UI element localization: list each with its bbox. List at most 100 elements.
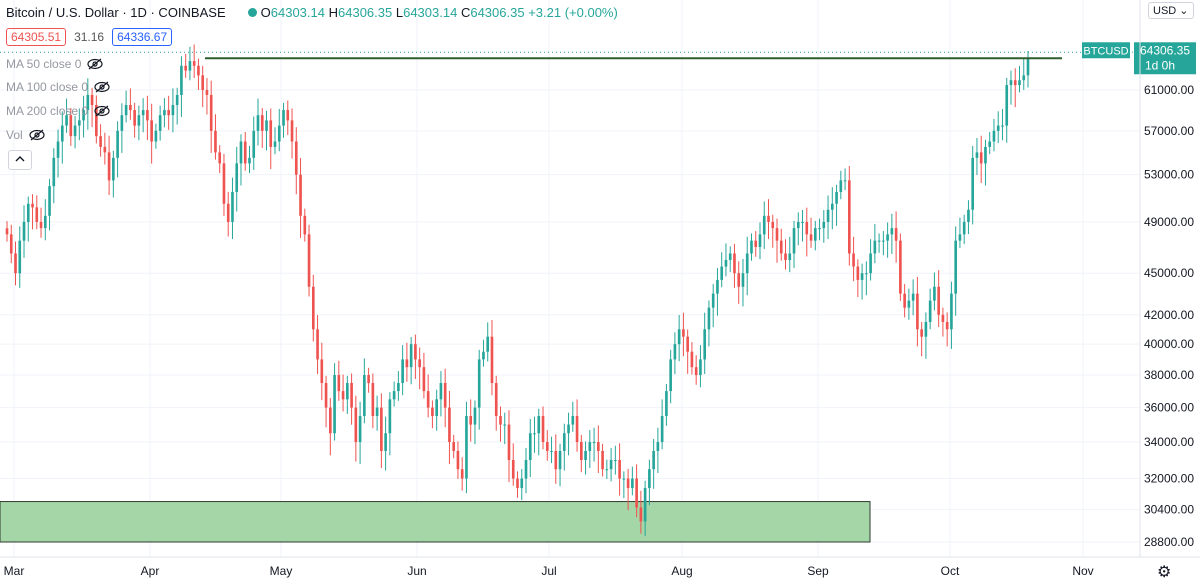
candle-body [380, 407, 383, 451]
candle-body [456, 450, 460, 470]
candle-body [945, 321, 949, 330]
y-tick-label: 42000.00 [1144, 308, 1194, 322]
candle-body [920, 329, 923, 337]
candle-body [941, 314, 945, 322]
candle-body [188, 61, 192, 71]
candle-body [73, 125, 77, 137]
x-tick-label: May [270, 564, 293, 578]
candle-body [554, 450, 558, 470]
chevron-up-icon [15, 156, 25, 162]
candle-body [711, 293, 715, 308]
candle-body [473, 407, 477, 425]
candle-body [5, 228, 9, 235]
candle-body [418, 359, 421, 368]
candle-body [614, 460, 617, 462]
candle-body [397, 383, 400, 392]
indicator-label: MA 100 close 0 [6, 80, 89, 94]
sell-price[interactable]: 64305.51 [6, 28, 67, 46]
candle-body [767, 215, 770, 222]
candle-body [643, 488, 647, 522]
candle-body [996, 125, 1000, 131]
buy-price[interactable]: 64336.67 [112, 28, 173, 46]
candle-body [248, 157, 251, 164]
candle-body [26, 203, 30, 222]
hidden-eye-icon[interactable] [29, 129, 45, 141]
candle-body [9, 234, 13, 254]
candle-body [235, 163, 239, 192]
indicator-ma200[interactable]: MA 200 close 0 [6, 104, 110, 118]
candle-body [720, 266, 724, 280]
candle-body [860, 273, 864, 280]
candle-body [524, 460, 528, 479]
indicator-volume[interactable]: Vol [6, 128, 45, 142]
candle-body [435, 399, 438, 417]
candle-body [533, 433, 536, 435]
change-value: +3.21 (+0.00%) [528, 4, 618, 20]
candle-body [584, 450, 587, 461]
hidden-eye-icon[interactable] [87, 58, 103, 70]
candle-body [1005, 85, 1009, 126]
candle-body [316, 329, 319, 360]
collapse-legend-button[interactable] [8, 150, 32, 170]
candle-body [686, 336, 689, 352]
symbol-badge[interactable] [1082, 42, 1130, 59]
y-tick-label: 34000.00 [1144, 435, 1194, 449]
hidden-eye-icon[interactable] [94, 105, 110, 117]
indicator-ma100[interactable]: MA 100 close 0 [6, 80, 110, 94]
candle-body [333, 375, 336, 434]
candle-body [588, 442, 592, 451]
candle-body [282, 110, 285, 126]
gear-icon[interactable]: ⚙ [1157, 564, 1172, 581]
high-value: 64306.35 [338, 4, 393, 20]
candle-body [703, 329, 707, 360]
candle-body [192, 61, 196, 66]
x-tick-label: Aug [671, 564, 692, 578]
candle-body [511, 460, 515, 479]
candle-body [243, 141, 247, 164]
candle-body [209, 94, 213, 131]
symbol-title[interactable]: Bitcoin / U.S. Dollar · 1D · COINBASE [6, 4, 226, 20]
hidden-eye-icon[interactable] [94, 81, 110, 93]
candle-body [294, 141, 298, 175]
candle-body [660, 416, 664, 443]
candle-body [256, 115, 260, 131]
candle-body [882, 240, 885, 242]
y-tick-label: 49000.00 [1144, 215, 1194, 229]
candle-body [99, 136, 102, 147]
candle-body [303, 215, 307, 235]
candle-body [392, 391, 396, 400]
y-tick-label: 57000.00 [1144, 124, 1194, 138]
candle-body [465, 416, 468, 479]
chevron-down-icon: ⌄ [1179, 5, 1189, 17]
candle-body [346, 383, 349, 400]
price-badge[interactable] [1134, 42, 1196, 75]
y-tick-label: 28800.00 [1144, 535, 1194, 549]
candle-body [197, 65, 200, 76]
symbol-badge-text: BTCUSD [1083, 45, 1128, 57]
candle-body [597, 442, 600, 451]
candle-body [460, 469, 464, 479]
candle-body [324, 383, 328, 408]
candle-body [290, 120, 294, 142]
indicator-ma50[interactable]: MA 50 close 0 [6, 57, 103, 71]
indicator-label: Vol [6, 128, 23, 142]
candle-body [984, 146, 987, 164]
candle-body [737, 273, 741, 287]
candle-body [486, 336, 490, 352]
spread-value: 31.16 [74, 30, 105, 44]
candle-body [82, 110, 85, 121]
candle-body [609, 460, 613, 470]
candle-body [133, 110, 136, 126]
currency-button[interactable]: USD ⌄ [1148, 2, 1194, 19]
candle-body [924, 321, 928, 337]
candle-body [371, 383, 375, 417]
candle-body [426, 391, 430, 408]
candle-body [218, 152, 222, 164]
candle-body [886, 234, 889, 241]
candle-body [805, 221, 809, 235]
x-tick-label: Oct [941, 564, 960, 578]
candle-body [48, 186, 51, 216]
candle-body [967, 209, 970, 222]
candle-body [22, 221, 26, 241]
